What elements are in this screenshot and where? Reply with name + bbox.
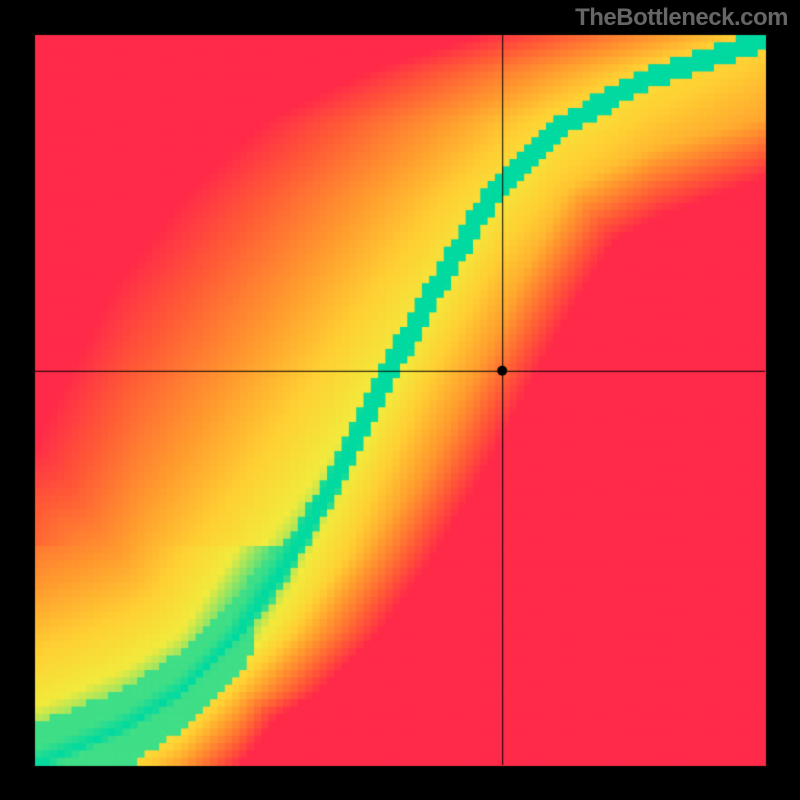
chart-container: TheBottleneck.com — [0, 0, 800, 800]
bottleneck-heatmap — [0, 0, 800, 800]
attribution-text: TheBottleneck.com — [575, 4, 788, 32]
